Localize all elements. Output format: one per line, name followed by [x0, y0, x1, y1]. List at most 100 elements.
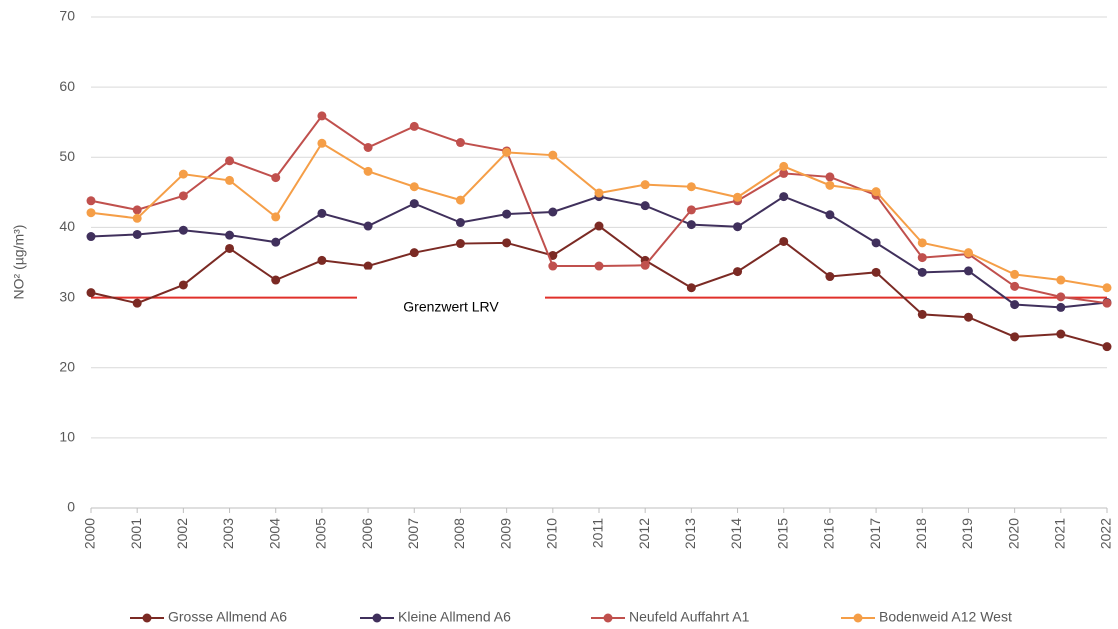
x-tick-label: 2013 [682, 518, 698, 549]
data-point [178, 191, 188, 201]
data-point [132, 298, 142, 308]
data-point [409, 121, 419, 131]
x-tick-label: 2003 [220, 518, 236, 549]
data-point [502, 238, 512, 248]
data-point [409, 182, 419, 192]
data-point [640, 260, 650, 270]
data-point [178, 169, 188, 179]
data-point [686, 205, 696, 215]
data-point [271, 212, 281, 222]
data-point [640, 180, 650, 190]
data-point [271, 275, 281, 285]
limit-label-box [357, 269, 545, 320]
data-point [86, 208, 96, 218]
x-tick-label: 2012 [636, 518, 652, 549]
data-point [317, 138, 327, 148]
y-axis-label: NO² (µg/m³) [11, 225, 27, 300]
data-point [178, 225, 188, 235]
data-point [225, 243, 235, 253]
legend-marker [603, 613, 613, 623]
data-point [779, 168, 789, 178]
data-point [779, 161, 789, 171]
x-tick-label: 2016 [821, 518, 837, 549]
data-point [871, 238, 881, 248]
data-point [963, 266, 973, 276]
data-point [86, 288, 96, 298]
legend-marker [853, 613, 863, 623]
data-point [317, 208, 327, 218]
limit-label: Grenzwert LRV [403, 298, 499, 314]
data-point [548, 207, 558, 217]
y-tick-label: 40 [59, 218, 75, 234]
data-point [733, 192, 743, 202]
data-point [640, 201, 650, 211]
data-point [409, 199, 419, 209]
data-point [917, 309, 927, 319]
data-point [1056, 302, 1066, 312]
data-point [271, 173, 281, 183]
data-point [1010, 300, 1020, 310]
data-point [686, 182, 696, 192]
y-tick-label: 70 [59, 8, 75, 24]
data-point [132, 205, 142, 215]
data-point [178, 280, 188, 290]
x-tick-label: 2001 [128, 518, 144, 549]
series-line [90, 114, 1108, 305]
data-point [917, 238, 927, 248]
y-tick-label: 20 [59, 358, 75, 374]
legend-label: Grosse Allmend A6 [168, 609, 287, 625]
data-point [686, 283, 696, 293]
data-point [733, 222, 743, 232]
data-point [548, 150, 558, 160]
x-tick-label: 2020 [1005, 518, 1021, 549]
data-point [455, 138, 465, 148]
data-point [455, 239, 465, 249]
y-tick-label: 50 [59, 148, 75, 164]
data-point [132, 213, 142, 223]
data-point [594, 221, 604, 231]
data-point [871, 187, 881, 197]
series-line [90, 224, 1108, 348]
x-tick-label: 2002 [174, 518, 190, 549]
data-point [1010, 332, 1020, 342]
x-tick-label: 2000 [82, 518, 98, 549]
data-point [917, 267, 927, 277]
y-tick-label: 30 [59, 288, 75, 304]
x-tick-label: 2006 [359, 518, 375, 549]
data-point [317, 111, 327, 121]
x-tick-label: 2022 [1098, 518, 1114, 549]
data-point [86, 196, 96, 206]
legend-marker [372, 613, 382, 623]
data-point [225, 175, 235, 185]
y-tick-label: 0 [67, 499, 75, 515]
data-point [1056, 329, 1066, 339]
x-tick-label: 2015 [774, 518, 790, 549]
data-point [1102, 342, 1112, 352]
data-point [1056, 275, 1066, 285]
data-point [502, 147, 512, 157]
data-point [825, 180, 835, 190]
data-point [1010, 281, 1020, 291]
data-point [455, 195, 465, 205]
data-point [86, 232, 96, 242]
data-point [963, 312, 973, 322]
series-line [90, 195, 1108, 309]
x-tick-label: 2009 [497, 518, 513, 549]
x-tick-label: 2007 [405, 518, 421, 549]
data-point [225, 230, 235, 240]
x-tick-label: 2017 [867, 518, 883, 549]
data-point [779, 236, 789, 246]
data-point [502, 209, 512, 219]
data-point [871, 267, 881, 277]
data-point [686, 220, 696, 230]
data-point [779, 192, 789, 202]
data-point [1010, 269, 1020, 279]
data-point [825, 172, 835, 182]
data-point [917, 253, 927, 263]
data-point [733, 267, 743, 277]
data-point [594, 261, 604, 271]
x-tick-label: 2014 [728, 518, 744, 549]
legend-label: Kleine Allmend A6 [398, 609, 511, 625]
data-point [1102, 298, 1112, 308]
